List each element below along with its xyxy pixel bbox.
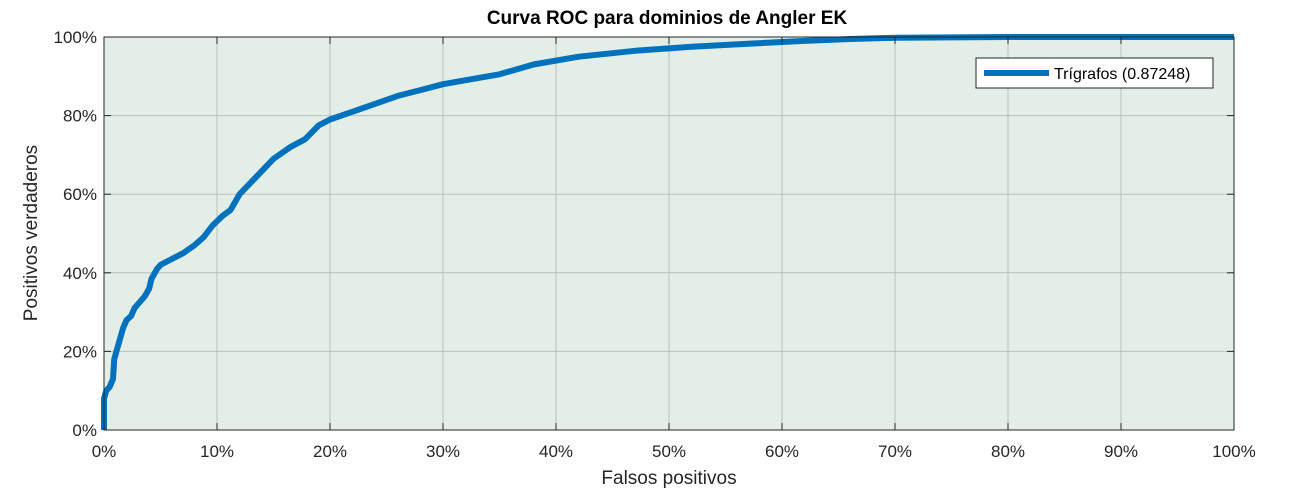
y-tick-label: 40% [63,264,97,283]
legend-entry-label: Trígrafos (0.87248) [1054,66,1190,83]
x-axis-ticks: 0% 10% 20% 30% 40% 50% 60% 70% 80% 90% 100% [92,37,1256,461]
y-tick-label: 0% [72,421,97,440]
x-tick-label: 100% [1212,442,1255,461]
series-layer [101,34,1234,430]
x-tick-label: 0% [92,442,117,461]
x-tick-label: 50% [652,442,686,461]
x-tick-label: 70% [878,442,912,461]
x-tick-label: 40% [539,442,573,461]
y-tick-label: 60% [63,185,97,204]
y-tick-label: 100% [54,28,97,47]
x-tick-label: 20% [313,442,347,461]
x-tick-label: 60% [765,442,799,461]
x-tick-label: 10% [200,442,234,461]
chart-title: Curva ROC para dominios de Angler EK [487,8,848,29]
legend: Trígrafos (0.87248) [975,57,1214,89]
x-axis-label: Falsos positivos [601,468,736,489]
y-axis-ticks: 0% 20% 40% 60% 80% 100% [54,28,1234,440]
roc-curve-line [101,34,1234,430]
x-tick-label: 90% [1104,442,1138,461]
y-tick-label: 20% [63,342,97,361]
x-tick-label: 80% [991,442,1025,461]
grid-lines [104,37,1234,430]
y-tick-label: 80% [63,107,97,126]
y-axis-label: Positivos verdaderos [21,145,42,321]
x-tick-label: 30% [426,442,460,461]
